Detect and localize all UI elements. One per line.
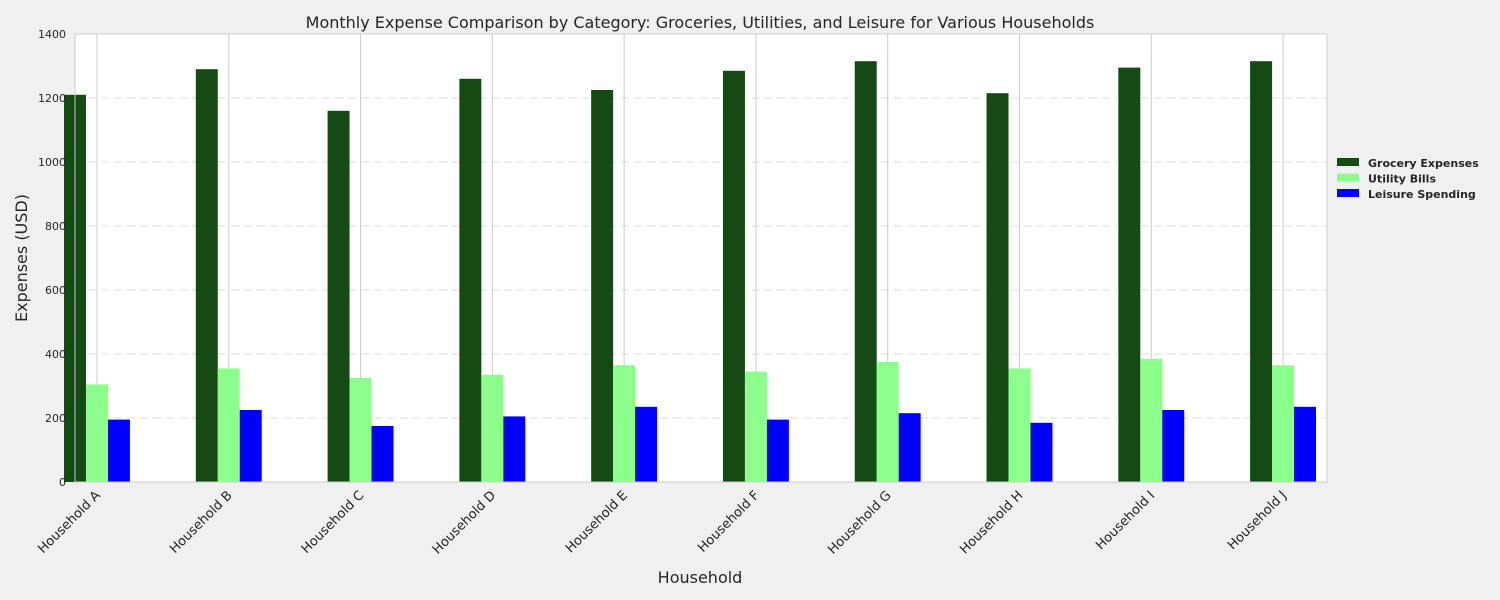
legend-label: Grocery Expenses	[1368, 157, 1479, 170]
x-tick-label: Household C	[299, 488, 368, 557]
y-axis-ticks: 0 200 400 600 800 1000 1200 1400	[38, 28, 66, 489]
x-tick-label: Household D	[430, 488, 499, 557]
bar	[744, 371, 767, 482]
y-tick-label: 1200	[38, 92, 66, 105]
bar	[1118, 67, 1141, 482]
x-tick-label: Household H	[957, 488, 1026, 557]
bar	[854, 61, 877, 482]
bar	[349, 378, 372, 482]
bar	[635, 406, 658, 482]
bar	[1162, 410, 1185, 482]
bar	[503, 416, 526, 482]
y-tick-label: 800	[45, 220, 66, 233]
plot-frame	[74, 33, 1328, 483]
bar	[613, 365, 636, 482]
bar	[459, 78, 482, 483]
y-axis-label: Expenses (USD)	[12, 194, 31, 322]
bar	[1272, 365, 1295, 482]
x-tick-label: Household A	[35, 488, 104, 557]
y-tick-label: 0	[59, 476, 66, 489]
bar	[986, 93, 1009, 482]
bar	[217, 368, 240, 482]
chart-title: Monthly Expense Comparison by Category: …	[306, 13, 1095, 32]
x-tick-label: Household B	[167, 488, 235, 556]
legend-label: Utility Bills	[1368, 173, 1436, 186]
x-tick-label: Household I	[1093, 488, 1158, 553]
legend: Grocery Expenses Utility Bills Leisure Spe…	[1337, 157, 1479, 201]
bar	[239, 410, 262, 482]
bar	[107, 419, 130, 482]
legend-label: Leisure Spending	[1368, 188, 1476, 201]
bar	[591, 90, 614, 482]
legend-swatch	[1337, 158, 1359, 166]
legend-swatch	[1337, 189, 1359, 197]
x-tick-label: Household F	[695, 488, 762, 555]
y-tick-label: 200	[45, 412, 66, 425]
y-tick-label: 1400	[38, 28, 66, 41]
bar	[766, 419, 789, 482]
bar	[327, 110, 350, 483]
bar	[481, 374, 504, 482]
bar	[722, 70, 745, 483]
x-tick-label: Household J	[1225, 488, 1290, 553]
bar	[1030, 422, 1053, 482]
bar	[85, 384, 108, 482]
x-axis-label: Household	[658, 568, 743, 587]
x-tick-label: Household G	[825, 488, 894, 557]
bars	[64, 61, 1317, 483]
bar	[371, 426, 394, 482]
bar	[1140, 358, 1163, 482]
x-axis-ticks: Household A Household B Household C Househo…	[35, 488, 1290, 557]
y-tick-label: 1000	[38, 156, 66, 169]
legend-swatch	[1337, 173, 1359, 182]
bar	[1294, 406, 1317, 482]
bar	[898, 413, 921, 482]
bar	[195, 69, 218, 482]
bar	[1250, 61, 1273, 482]
bar	[876, 362, 899, 482]
bar	[1008, 368, 1031, 482]
y-tick-label: 600	[45, 284, 66, 297]
x-tick-label: Household E	[563, 488, 631, 556]
y-tick-label: 400	[45, 348, 66, 361]
